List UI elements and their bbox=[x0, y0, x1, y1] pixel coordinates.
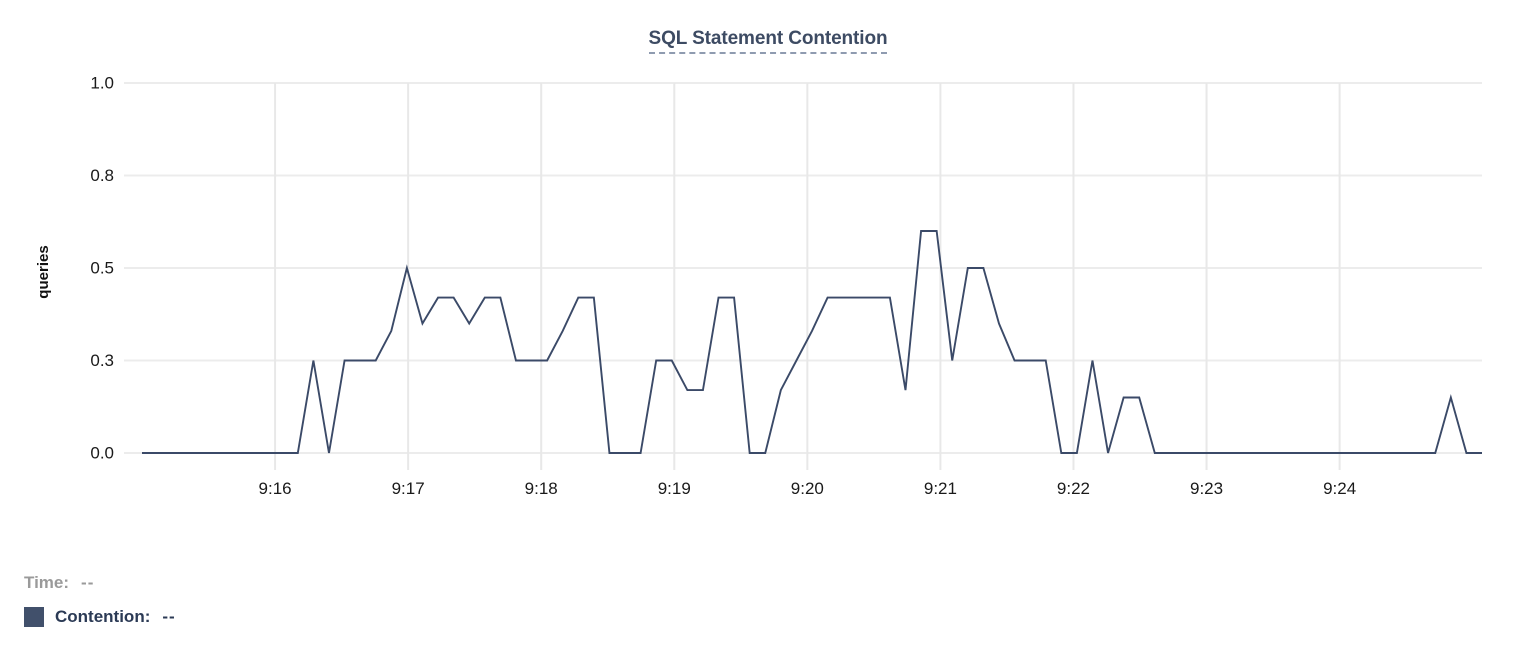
footer-row-series: Contention: -- bbox=[24, 600, 824, 634]
y-tick-label: 1.0 bbox=[90, 73, 114, 92]
x-tick-label: 9:23 bbox=[1190, 479, 1223, 498]
vertical-gridlines bbox=[274, 83, 1341, 470]
y-tick-label: 0.8 bbox=[90, 166, 114, 185]
chart-title: SQL Statement Contention bbox=[0, 28, 1536, 54]
x-tick-label: 9:17 bbox=[392, 479, 425, 498]
series-label: Contention: bbox=[55, 607, 151, 626]
x-tick-label: 9:21 bbox=[924, 479, 957, 498]
y-tick-label: 0.0 bbox=[90, 443, 114, 462]
chart-plot-area[interactable]: 1.0 0.8 0.5 0.3 0.0 9:16 9:17 9:18 9:19 9:20 9:21… bbox=[0, 0, 1536, 520]
series-line-contention bbox=[142, 230, 1482, 454]
x-axis-tick-labels: 9:16 9:17 9:18 9:19 9:20 9:21 9:22 9:23 9:24 bbox=[259, 479, 1357, 498]
x-tick-label: 9:19 bbox=[658, 479, 691, 498]
series-value: -- bbox=[162, 607, 176, 626]
time-value: -- bbox=[81, 573, 95, 592]
chart-footer: Time: -- Contention: -- bbox=[24, 566, 824, 634]
y-axis-title: queries bbox=[35, 245, 52, 298]
x-tick-label: 9:20 bbox=[791, 479, 824, 498]
y-tick-label: 0.5 bbox=[90, 258, 114, 277]
x-tick-label: 9:22 bbox=[1057, 479, 1090, 498]
time-label: Time: bbox=[24, 573, 70, 592]
x-tick-label: 9:18 bbox=[525, 479, 558, 498]
legend-swatch-icon bbox=[24, 607, 44, 627]
chart-title-text: SQL Statement Contention bbox=[648, 28, 888, 54]
y-tick-label: 0.3 bbox=[90, 351, 114, 370]
x-tick-label: 9:24 bbox=[1323, 479, 1356, 498]
x-tick-label: 9:16 bbox=[259, 479, 292, 498]
y-axis-tick-labels: 1.0 0.8 0.5 0.3 0.0 bbox=[90, 73, 114, 462]
horizontal-gridlines bbox=[124, 82, 1482, 454]
footer-row-time: Time: -- bbox=[24, 566, 824, 600]
